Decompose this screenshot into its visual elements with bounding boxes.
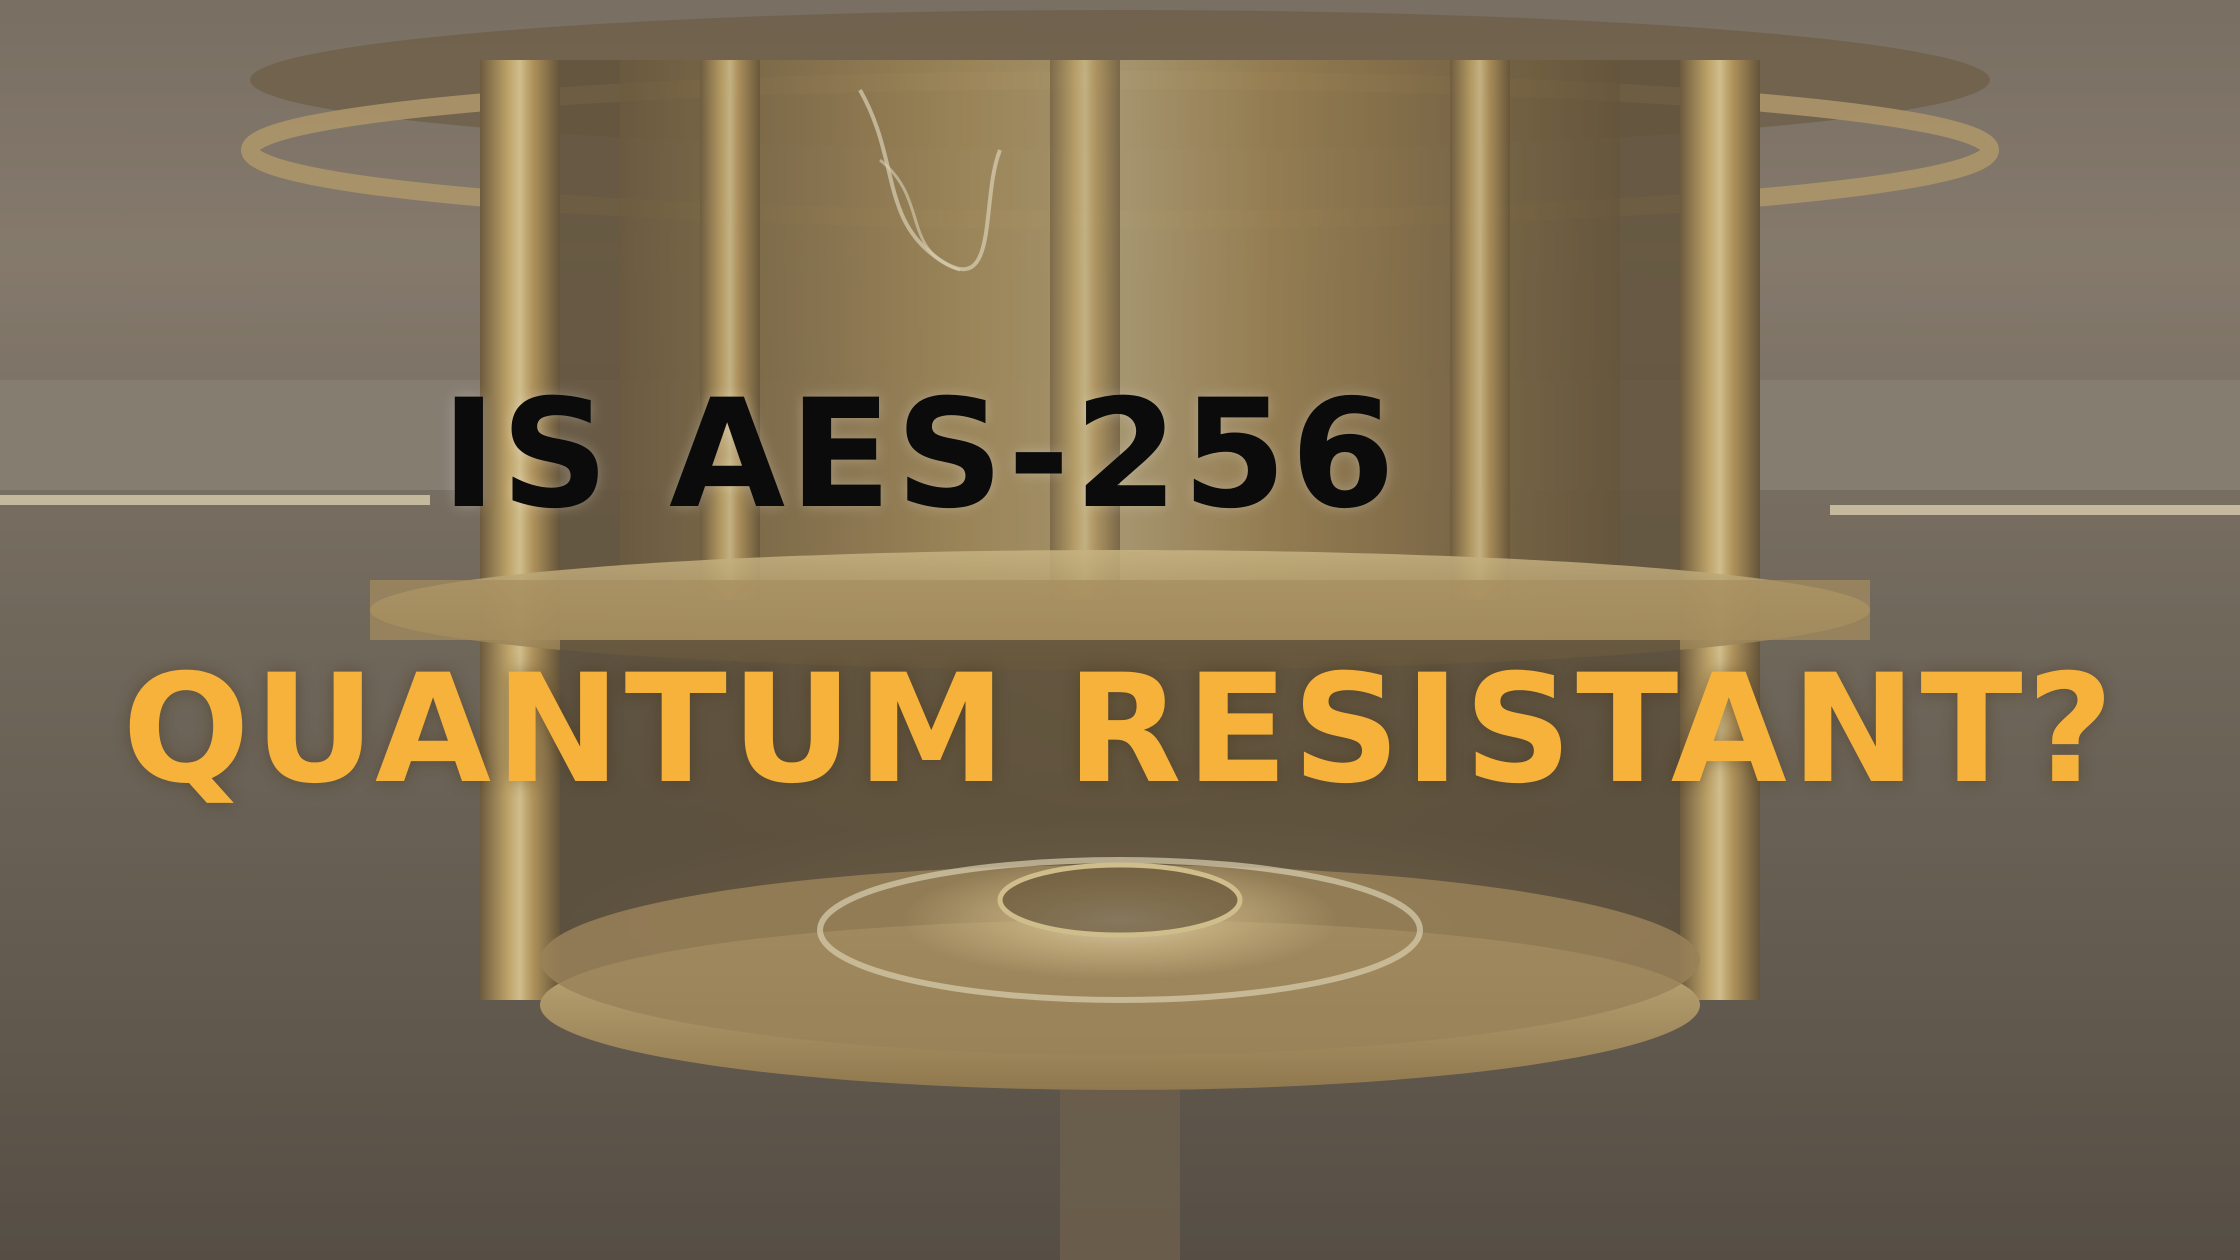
- headline-line-1: IS AES-256: [440, 368, 1400, 542]
- headline-line-2: QUANTUM RESISTANT?: [122, 643, 2118, 817]
